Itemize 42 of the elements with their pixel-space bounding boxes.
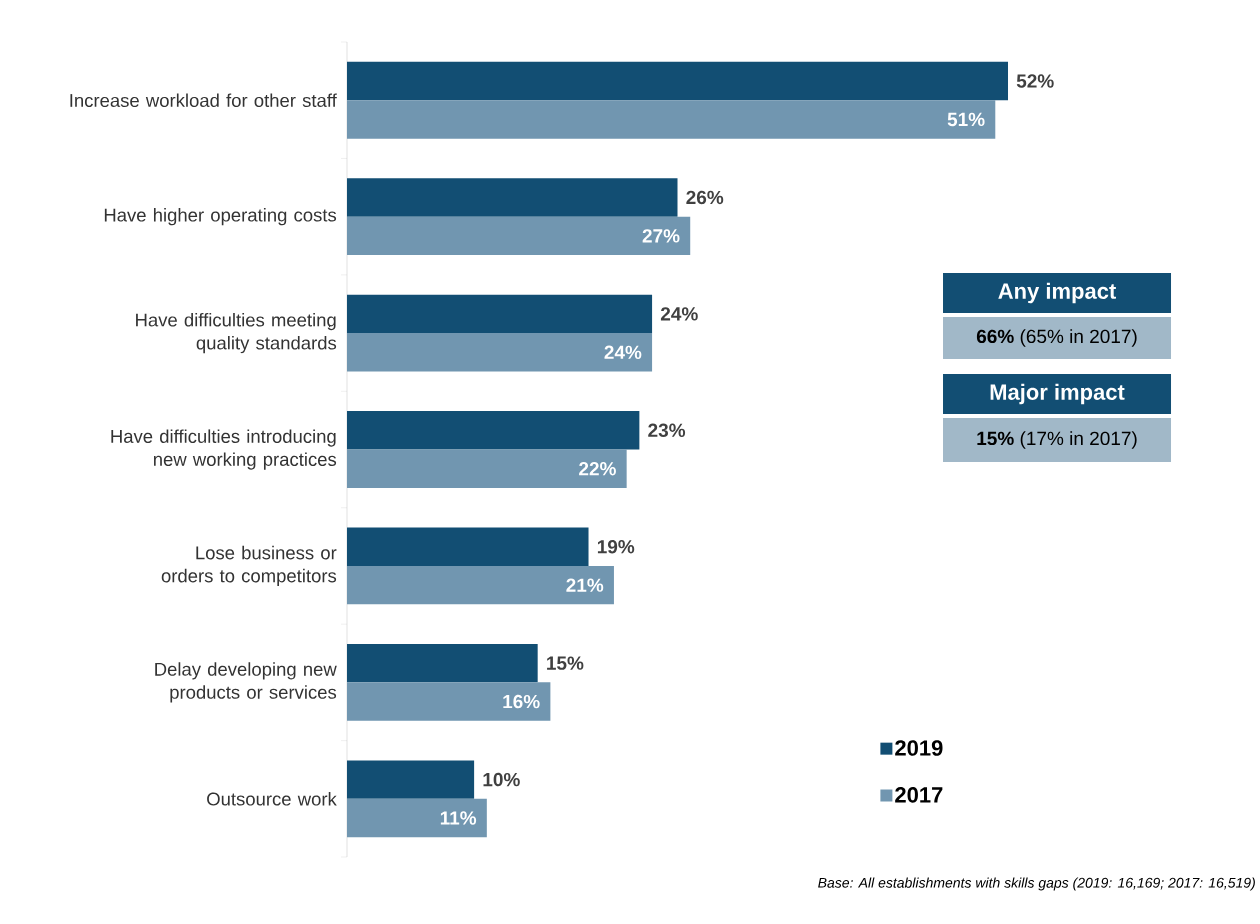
data-label: 19%: [597, 540, 635, 554]
bar: [347, 61, 1008, 101]
bar: [347, 760, 475, 799]
bar: [347, 527, 589, 566]
annotation: 15% (17% in 2017): [977, 431, 1137, 449]
bar: [347, 798, 487, 838]
data-label: 26%: [686, 190, 724, 205]
bar: [347, 449, 627, 488]
data-label: 24%: [660, 307, 698, 321]
y-tick-label: Outsource work: [207, 792, 337, 806]
bar: [347, 294, 653, 334]
annotation: Major impact: [990, 383, 1125, 405]
bar: [347, 178, 678, 217]
data-label: 15%: [547, 656, 584, 670]
data-label: 51%: [947, 112, 985, 127]
text: Base: All establishments with skills gaps (2019: 16,169; 2017: 16,519): [818, 877, 1255, 891]
data-label: 27%: [642, 229, 680, 243]
data-label: 22%: [579, 462, 616, 476]
data-label: 23%: [648, 423, 686, 438]
y-tick-label: Delay developing new products or services: [155, 662, 337, 703]
legend-label: 2019: [895, 740, 943, 756]
bar: [347, 216, 691, 256]
bar: [347, 333, 653, 372]
bar: [347, 643, 538, 683]
legend-label: 2017: [895, 787, 943, 803]
data-label: 10%: [483, 772, 520, 787]
data-label: 21%: [566, 578, 604, 592]
data-label: 52%: [1016, 74, 1054, 88]
y-tick-label: Increase workload for other staff: [70, 93, 337, 108]
y-tick-label: Lose business or orders to competitors: [161, 545, 337, 587]
bar: [347, 565, 614, 605]
bar: [347, 682, 551, 721]
y-tick-label: Have difficulties introducing new working practices: [111, 429, 337, 470]
bar: [347, 411, 640, 450]
data-label: 24%: [604, 345, 642, 360]
bar: [347, 100, 996, 139]
data-label: 16%: [503, 694, 540, 709]
annotation: 66% (65% in 2017): [976, 329, 1137, 347]
y-tick-label: Have higher operating costs: [104, 208, 337, 226]
y-tick-label: Have difficulties meeting quality standards: [136, 312, 337, 354]
annotation: Any impact: [998, 282, 1117, 304]
data-label: 11%: [440, 811, 477, 825]
